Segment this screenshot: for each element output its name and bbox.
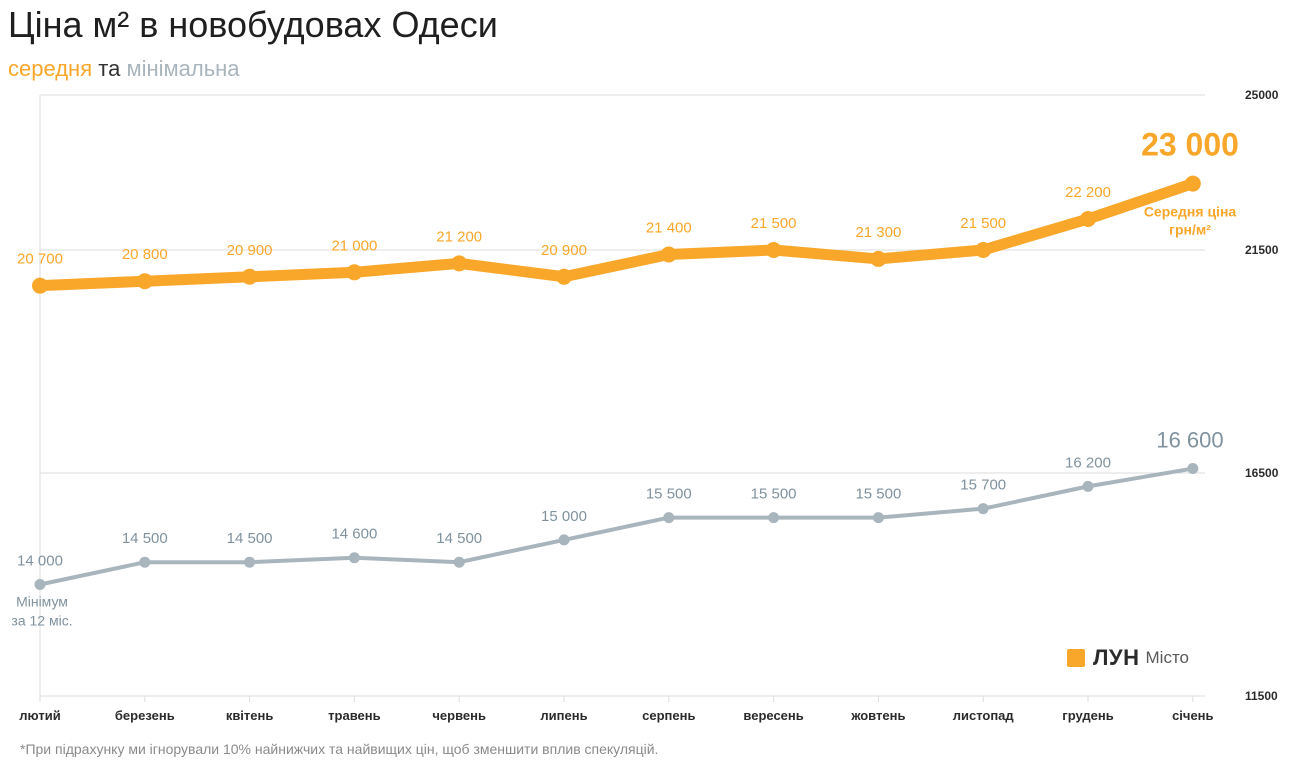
data-point-minimum (1082, 480, 1094, 492)
data-point-minimum (348, 552, 360, 564)
data-point-average (556, 268, 572, 285)
data-label-average: 22 200 (1065, 184, 1111, 201)
data-label-average: 20 700 (17, 251, 63, 268)
data-label-minimum: 14 500 (436, 530, 482, 547)
x-tick-label: червень (432, 708, 486, 723)
data-point-minimum (34, 579, 46, 590)
data-label-minimum: 14 500 (227, 530, 273, 547)
data-label-average: 23 000 (1141, 127, 1239, 163)
data-point-minimum (977, 503, 989, 515)
data-point-minimum (558, 534, 570, 546)
chart-subtitle: середня та мінімальна (8, 56, 240, 82)
data-label-average: 21 300 (855, 224, 901, 241)
logo-brand-text: ЛУН (1093, 645, 1140, 670)
data-point-average (765, 242, 782, 258)
data-point-average (1080, 211, 1096, 227)
x-tick-label: серпень (642, 708, 695, 723)
data-label-average: 21 200 (436, 228, 482, 245)
data-label-minimum: 16 200 (1065, 454, 1111, 471)
data-point-average (975, 242, 992, 258)
data-label-minimum: 15 500 (855, 486, 901, 503)
data-label-minimum: 15 700 (960, 477, 1006, 494)
x-tick-label: травень (328, 708, 380, 723)
data-label-minimum: 14 000 (17, 553, 63, 570)
x-tick-label: січень (1172, 708, 1213, 723)
logo-sub-text: Місто (1145, 648, 1190, 667)
data-point-average (32, 277, 48, 294)
annotation-minimum: за 12 міс. (11, 613, 72, 629)
x-tick-label: грудень (1062, 708, 1113, 723)
x-tick-label: вересень (743, 708, 803, 723)
y-tick-label: 21500 (1245, 243, 1279, 257)
data-point-minimum (872, 512, 884, 524)
annotation-minimum: Мінімум (16, 594, 68, 610)
page-title: Ціна м² в новобудовах Одеси (8, 4, 498, 45)
data-label-average: 21 400 (646, 219, 692, 236)
y-tick-label: 11500 (1245, 689, 1278, 703)
data-label-minimum: 15 500 (646, 486, 692, 503)
x-tick-label: листопад (953, 708, 1015, 723)
y-tick-label: 25000 (1245, 88, 1279, 102)
footnote: *При підрахунку ми ігнорували 10% найниж… (20, 741, 659, 757)
x-tick-label: жовтень (850, 708, 905, 723)
data-point-minimum (768, 512, 780, 524)
data-label-minimum: 14 600 (331, 526, 377, 543)
data-point-average (451, 255, 468, 272)
data-point-minimum (1187, 463, 1199, 475)
data-label-average: 20 900 (541, 242, 587, 259)
brand-logo: ЛУН Місто (1067, 645, 1189, 671)
annotation-average: грн/м² (1169, 222, 1211, 238)
data-point-minimum (453, 556, 465, 568)
data-point-minimum (663, 512, 675, 524)
data-label-minimum: 14 500 (122, 530, 168, 547)
data-label-average: 21 500 (751, 215, 797, 232)
data-point-minimum (139, 556, 151, 568)
data-label-average: 20 800 (122, 246, 168, 263)
series-line-minimum (38, 466, 1195, 587)
data-label-average: 21 000 (331, 237, 377, 254)
data-point-average (136, 273, 153, 290)
x-tick-label: березень (115, 708, 175, 723)
subtitle-connector: та (98, 56, 121, 81)
data-point-average (346, 264, 363, 281)
data-point-average (870, 250, 887, 267)
x-tick-label: липень (540, 708, 587, 723)
subtitle-minimum: мінімальна (126, 56, 240, 81)
logo-square-icon (1067, 649, 1085, 667)
data-label-minimum: 16 600 (1156, 428, 1223, 453)
subtitle-average: середня (8, 56, 93, 81)
x-tick-label: лютий (19, 708, 60, 723)
data-label-minimum: 15 000 (541, 508, 587, 525)
x-tick-label: квітень (226, 708, 274, 723)
data-label-minimum: 15 500 (751, 486, 797, 503)
data-point-average (241, 268, 258, 285)
series-line-average (34, 178, 1199, 292)
data-label-average: 21 500 (960, 215, 1006, 232)
y-tick-label: 16500 (1245, 466, 1279, 480)
annotation-average: Середня ціна (1144, 204, 1237, 220)
data-label-average: 20 900 (227, 242, 273, 259)
data-point-average (1184, 175, 1201, 192)
data-point-minimum (244, 556, 256, 568)
data-point-average (660, 246, 677, 263)
